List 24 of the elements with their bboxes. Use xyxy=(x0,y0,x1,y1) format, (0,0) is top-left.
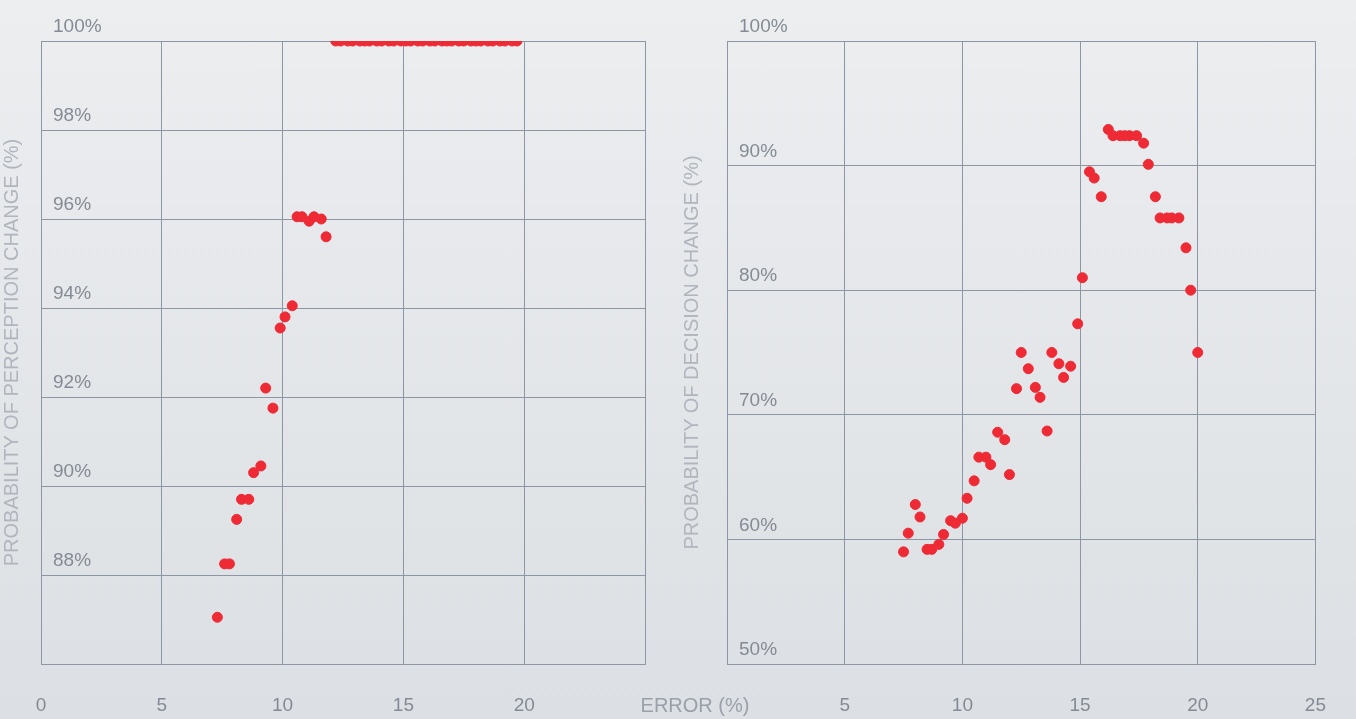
y-tick-label: 94% xyxy=(53,282,92,304)
y-tick-label: 100% xyxy=(53,15,102,37)
x-tick-label: 25 xyxy=(1304,693,1326,715)
x-tick-label: 15 xyxy=(1069,693,1091,715)
x-tick-label: 20 xyxy=(513,693,535,715)
y-tick-label: 90% xyxy=(53,460,92,482)
x-tick-label: 20 xyxy=(1187,693,1209,715)
y-tick-label: 50% xyxy=(739,638,778,660)
x-tick-label: 5 xyxy=(156,693,168,715)
y-tick-label: 90% xyxy=(739,139,778,161)
x-tick-label: 10 xyxy=(272,693,294,715)
y-tick-label: 98% xyxy=(53,104,92,126)
y-tick-label: 60% xyxy=(739,513,778,535)
x-tick-label: 10 xyxy=(951,693,973,715)
y-tick-label: 70% xyxy=(739,389,778,411)
y-tick-label: 88% xyxy=(53,549,92,571)
x-tick-label: 0 xyxy=(35,693,47,715)
x-axis-title: ERROR (%) xyxy=(639,694,751,717)
x-tick-label: 5 xyxy=(839,693,850,715)
y-tick-label: 100% xyxy=(739,15,788,37)
x-tick-label: 15 xyxy=(392,693,414,715)
y-tick-label: 96% xyxy=(53,193,92,215)
y-tick-label: 92% xyxy=(53,371,92,393)
y-tick-label: 80% xyxy=(739,264,778,286)
